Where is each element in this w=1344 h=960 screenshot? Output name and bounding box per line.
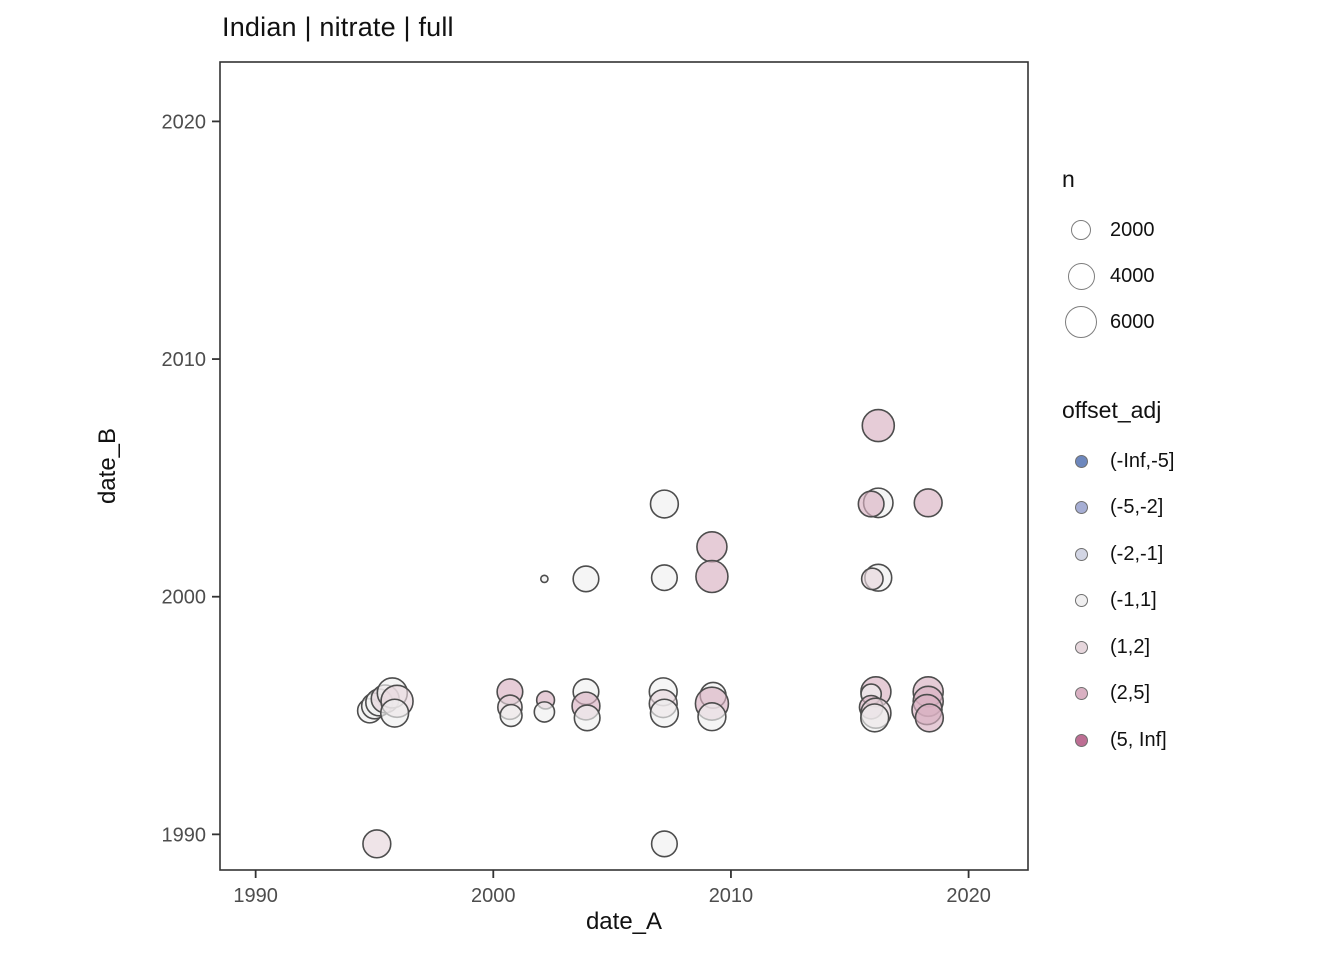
legend-color-label: (-5,-2] <box>1110 496 1164 519</box>
legend-color-item: (-1,1] <box>1062 578 1332 625</box>
legend-size-item: 6000 <box>1062 299 1332 345</box>
color-key-dot <box>1074 501 1088 515</box>
data-point <box>696 530 728 563</box>
x-tick-label: 1990 <box>233 885 278 907</box>
legend: n 2000 4000 6000 offset_adj (-Inf,-5] <box>1062 166 1332 764</box>
x-tick-label: 2010 <box>709 885 754 907</box>
color-key-dot <box>1074 687 1088 701</box>
data-point <box>379 698 410 728</box>
x-tick-label: 2020 <box>946 885 991 907</box>
data-point <box>913 488 943 518</box>
legend-color-title: offset_adj <box>1062 397 1162 423</box>
data-point <box>499 703 523 728</box>
data-point <box>362 829 392 859</box>
data-point <box>573 704 601 732</box>
legend-size-item: 2000 <box>1062 207 1332 253</box>
legend-color-label: (2,5] <box>1110 682 1151 705</box>
color-key-dot <box>1074 547 1088 561</box>
data-point <box>857 490 885 518</box>
y-tick-label: 2010 <box>162 349 207 371</box>
y-axis-title: date_B <box>94 427 121 505</box>
data-point <box>539 574 549 584</box>
data-point <box>697 702 727 732</box>
data-point <box>649 698 680 728</box>
data-point <box>650 564 679 592</box>
data-point <box>650 830 679 858</box>
legend-color-item: (-Inf,-5] <box>1062 438 1332 485</box>
data-point <box>914 703 945 733</box>
color-key-dot <box>1074 454 1088 468</box>
data-point <box>649 489 680 519</box>
x-tick-label: 2000 <box>471 885 516 907</box>
legend-color-item: (1,2] <box>1062 624 1332 671</box>
color-key-dot <box>1074 594 1088 608</box>
legend-size: n 2000 4000 6000 <box>1062 166 1332 345</box>
legend-color-item: (2,5] <box>1062 671 1332 718</box>
legend-size-item: 4000 <box>1062 253 1332 299</box>
y-tick-label: 2020 <box>162 111 207 133</box>
size-key-circle <box>1065 306 1097 338</box>
legend-size-label: 4000 <box>1110 264 1155 287</box>
size-key-circle <box>1071 220 1091 240</box>
data-point <box>572 565 600 593</box>
legend-color-item: (-5,-2] <box>1062 485 1332 532</box>
color-key-dot <box>1074 733 1088 747</box>
y-tick-label: 2000 <box>162 587 207 609</box>
panel-border <box>219 61 1029 871</box>
legend-size-label: 6000 <box>1110 310 1155 333</box>
data-point <box>533 701 556 723</box>
legend-color-label: (1,2] <box>1110 635 1151 658</box>
legend-color-item: (5, Inf] <box>1062 717 1332 764</box>
legend-size-title: n <box>1062 166 1075 192</box>
data-point <box>860 567 884 591</box>
plot-title: Indian | nitrate | full <box>222 12 454 42</box>
legend-color-label: (-1,1] <box>1110 589 1157 612</box>
data-point <box>861 408 896 443</box>
legend-color: offset_adj (-Inf,-5] (-5,-2] (-2,-1] (-1… <box>1062 397 1332 764</box>
legend-size-label: 2000 <box>1110 218 1155 241</box>
data-point <box>695 559 729 594</box>
data-point <box>860 703 890 733</box>
legend-color-label: (-Inf,-5] <box>1110 449 1175 472</box>
size-key-circle <box>1067 262 1095 290</box>
color-key-dot <box>1074 640 1088 654</box>
legend-color-item: (-2,-1] <box>1062 531 1332 578</box>
y-tick-label: 1990 <box>162 824 207 846</box>
legend-color-label: (-2,-1] <box>1110 542 1164 565</box>
legend-color-label: (5, Inf] <box>1110 728 1167 751</box>
x-axis-title: date_A <box>585 908 663 935</box>
